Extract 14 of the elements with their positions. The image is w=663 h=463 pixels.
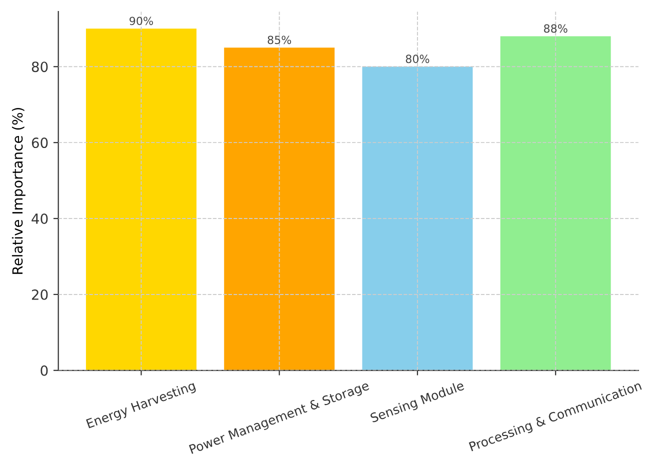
data-label: 90%	[130, 16, 153, 26]
data-label: 88%	[544, 24, 568, 33]
bar	[86, 28, 196, 370]
bar	[500, 36, 611, 370]
y-tick-label: 20	[32, 289, 48, 300]
y-tick-label: 60	[32, 138, 48, 148]
bar	[224, 48, 335, 370]
data-label: 85%	[268, 36, 292, 44]
data-label: 80%	[406, 54, 430, 64]
bar	[362, 66, 473, 370]
y-tick-label: 0	[40, 365, 48, 376]
y-tick-label: 40	[32, 213, 48, 224]
y-tick-label: 80	[32, 62, 48, 72]
y-axis-title: Relative Importance (%)	[12, 108, 26, 274]
